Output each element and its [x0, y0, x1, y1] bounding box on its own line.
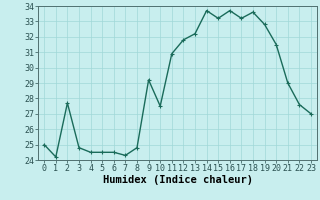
X-axis label: Humidex (Indice chaleur): Humidex (Indice chaleur)	[103, 175, 252, 185]
